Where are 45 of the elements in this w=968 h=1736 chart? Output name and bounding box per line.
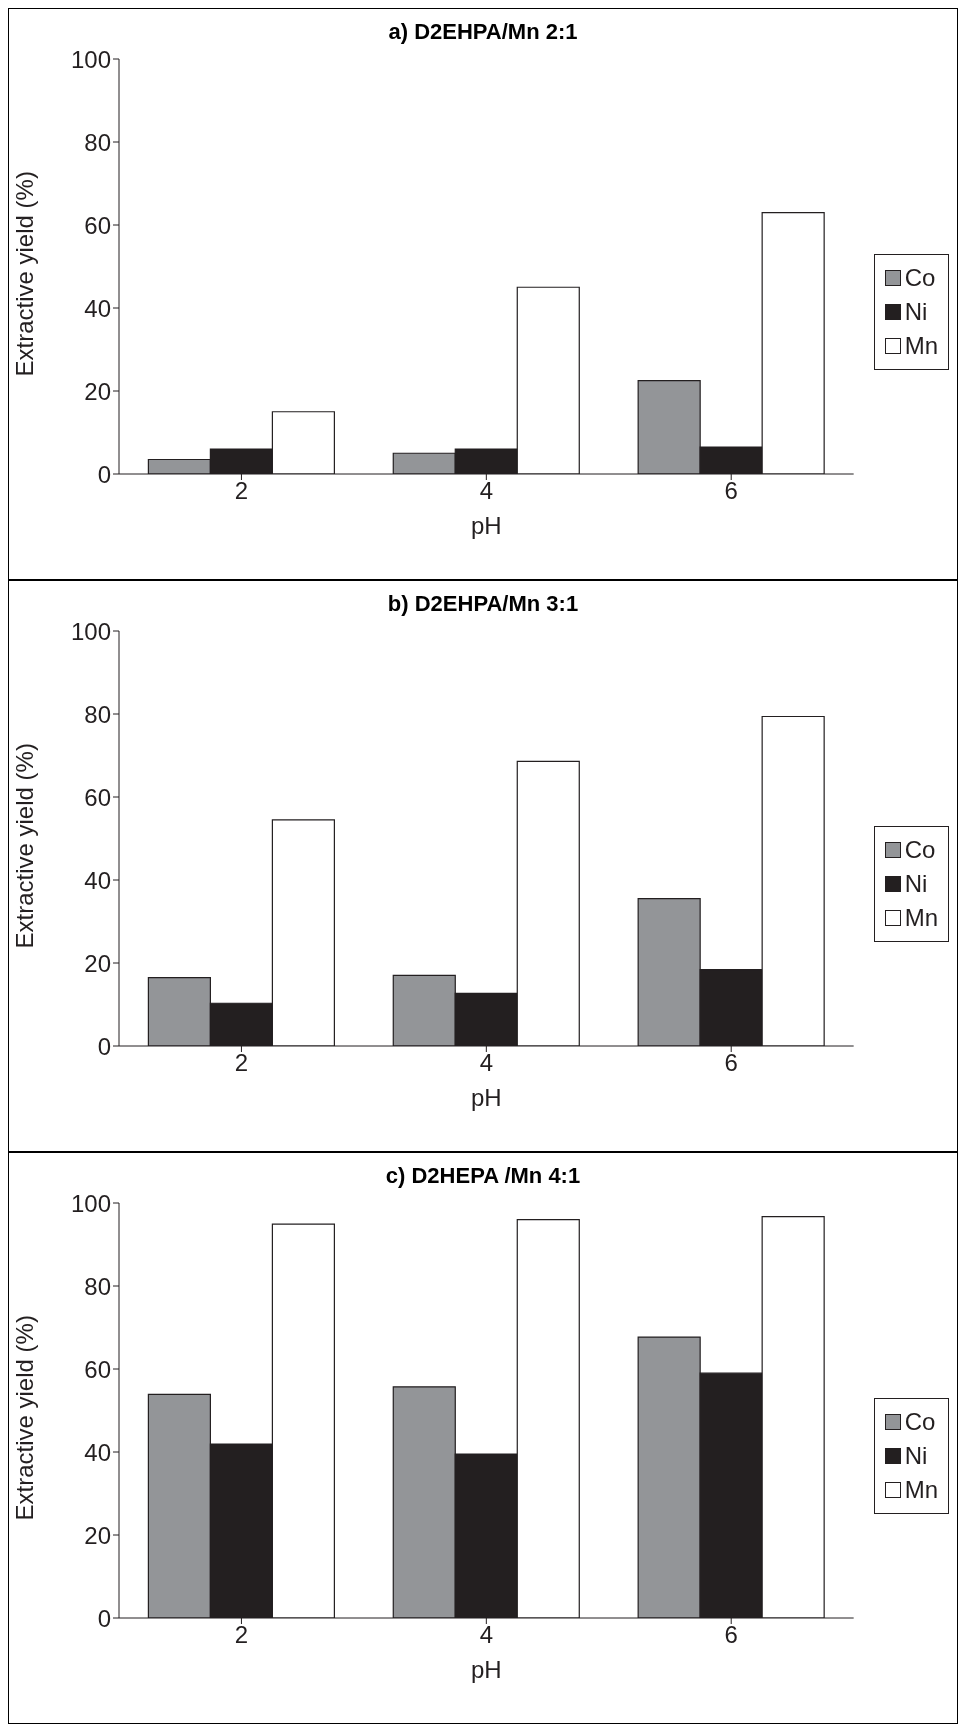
- y-tick-label: 0: [97, 1032, 111, 1060]
- legend-label: Mn: [904, 902, 938, 933]
- legend-label: Co: [904, 834, 936, 865]
- chart-title: b) D2EHPA/Mn 3:1: [387, 591, 579, 616]
- y-tick-label: 40: [84, 294, 111, 322]
- y-tick-label: 20: [84, 1521, 111, 1549]
- x-tick-label: 2: [234, 1049, 249, 1077]
- y-tick-label: 100: [70, 617, 111, 645]
- x-axis-title: pH: [470, 1656, 502, 1683]
- x-tick-label: 2: [234, 1621, 249, 1649]
- x-axis-title: pH: [470, 1084, 502, 1111]
- y-tick-label: 0: [97, 1604, 111, 1632]
- y-tick-label: 100: [70, 1189, 111, 1217]
- y-tick-label: 20: [84, 377, 111, 405]
- legend-label: Ni: [904, 296, 928, 327]
- legend-label: Co: [904, 1406, 936, 1437]
- legend-label: Mn: [904, 1474, 938, 1505]
- x-tick-label: 4: [479, 1621, 494, 1649]
- legend-label: Mn: [904, 330, 938, 361]
- x-tick-label: 2: [234, 477, 249, 505]
- y-axis-title: Extractive yield (%): [10, 1315, 38, 1521]
- x-tick-label: 4: [479, 477, 494, 505]
- y-tick-label: 40: [84, 866, 111, 894]
- x-tick-label: 6: [724, 477, 738, 505]
- x-axis-title: pH: [470, 512, 502, 539]
- y-tick-label: 80: [84, 1272, 111, 1300]
- y-tick-label: 60: [84, 211, 111, 239]
- y-tick-label: 40: [84, 1438, 111, 1466]
- legend-label: Ni: [904, 868, 928, 899]
- y-axis-title: Extractive yield (%): [10, 171, 38, 377]
- x-tick-label: 6: [724, 1621, 738, 1649]
- x-tick-label: 4: [479, 1049, 494, 1077]
- chart-title: c) D2HEPA /Mn 4:1: [385, 1163, 581, 1188]
- y-tick-label: 0: [97, 460, 111, 488]
- x-tick-label: 6: [724, 1049, 738, 1077]
- y-tick-label: 80: [84, 128, 111, 156]
- y-tick-label: 60: [84, 783, 111, 811]
- y-tick-label: 80: [84, 700, 111, 728]
- y-tick-label: 100: [70, 45, 111, 73]
- legend-label: Co: [904, 262, 936, 293]
- chart-title: a) D2EHPA/Mn 2:1: [388, 19, 578, 44]
- y-tick-label: 60: [84, 1355, 111, 1383]
- legend-label: Ni: [904, 1440, 928, 1471]
- y-axis-title: Extractive yield (%): [10, 743, 38, 949]
- y-tick-label: 20: [84, 949, 111, 977]
